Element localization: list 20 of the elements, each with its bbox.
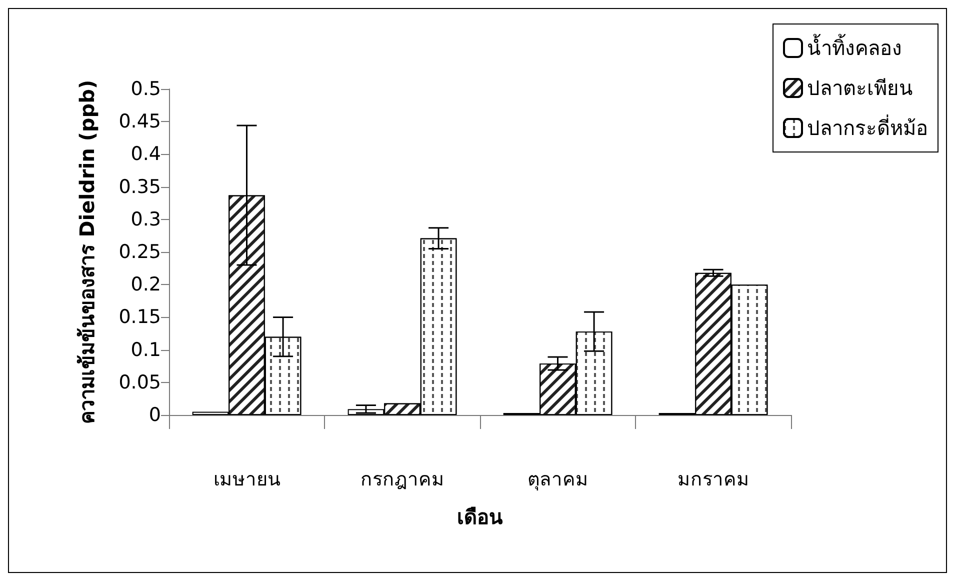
y-tick-label: 0.35	[118, 176, 161, 198]
y-tick-label: 0.05	[118, 371, 161, 394]
y-tick-label: 0.25	[118, 241, 161, 263]
y-tick-label: 0.45	[118, 110, 161, 133]
y-tick-label: 0	[148, 404, 161, 426]
legend-label: ปลากระดี่หม้อ	[807, 114, 928, 140]
legend-label: ปลาตะเพียน	[807, 76, 913, 100]
y-tick-label: 0.3	[130, 208, 161, 230]
x-tick-label: มกราคม	[677, 468, 750, 490]
x-axis-title: เดือน	[457, 505, 503, 529]
y-tick-label: 0.5	[130, 78, 161, 100]
y-axis-title: ความเข้มข้นของสาร Dieldrin (ppb)	[75, 80, 99, 424]
legend-label: น้ำทิ้งคลอง	[807, 34, 902, 60]
y-tick-label: 0.1	[130, 338, 161, 361]
x-tick-label: เมษายน	[213, 468, 280, 490]
x-tick-label: ตุลาคม	[527, 468, 588, 492]
y-tick-label: 0.2	[130, 274, 161, 296]
y-tick-label: 0.4	[130, 143, 161, 166]
y-tick-label: 0.15	[118, 306, 161, 328]
x-tick-label: กรกฎาคม	[360, 468, 444, 490]
